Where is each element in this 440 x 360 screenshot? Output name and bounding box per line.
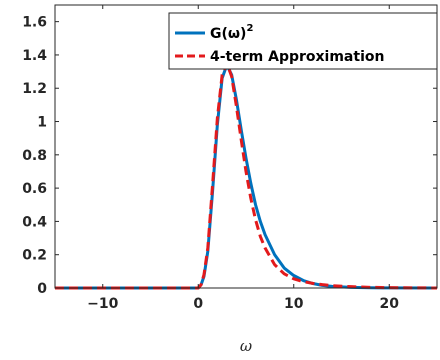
plot-frame xyxy=(54,4,438,289)
legend: G(ω)2 4-term Approximation xyxy=(168,12,438,70)
axis-tick-labels: −10 0 10 20 0 0.2 0.4 0.6 0.8 1 1.2 1.4 1.6 xyxy=(22,15,399,312)
legend-label-base: G(ω) xyxy=(210,26,246,42)
series-line-2 xyxy=(55,61,438,290)
y-tick-label: 0.8 xyxy=(22,148,47,164)
legend-box xyxy=(168,12,438,70)
y-tick-label: 0.2 xyxy=(22,248,47,264)
y-tick-label: 0.6 xyxy=(22,181,47,197)
legend-label-g-omega-squared: G(ω)2 xyxy=(210,23,253,42)
y-tick-label: 1.6 xyxy=(22,15,47,31)
legend-label-sup: 2 xyxy=(246,23,253,34)
legend-label-approximation: 4-term Approximation xyxy=(210,49,384,65)
y-tick-label: 1 xyxy=(37,115,47,131)
x-axis-label: ω xyxy=(240,337,252,355)
x-tick-label: −10 xyxy=(87,296,118,312)
series-line-1 xyxy=(55,63,438,290)
x-tick-label: 20 xyxy=(380,296,400,312)
y-tick-label: 0.4 xyxy=(22,214,47,230)
plot-curves xyxy=(55,61,438,290)
y-tick-label: 1.4 xyxy=(22,48,47,64)
y-tick-label: 1.2 xyxy=(22,81,47,97)
x-tick-label: 10 xyxy=(284,296,304,312)
x-tick-label: 0 xyxy=(193,296,203,312)
y-tick-label: 0 xyxy=(37,281,47,297)
